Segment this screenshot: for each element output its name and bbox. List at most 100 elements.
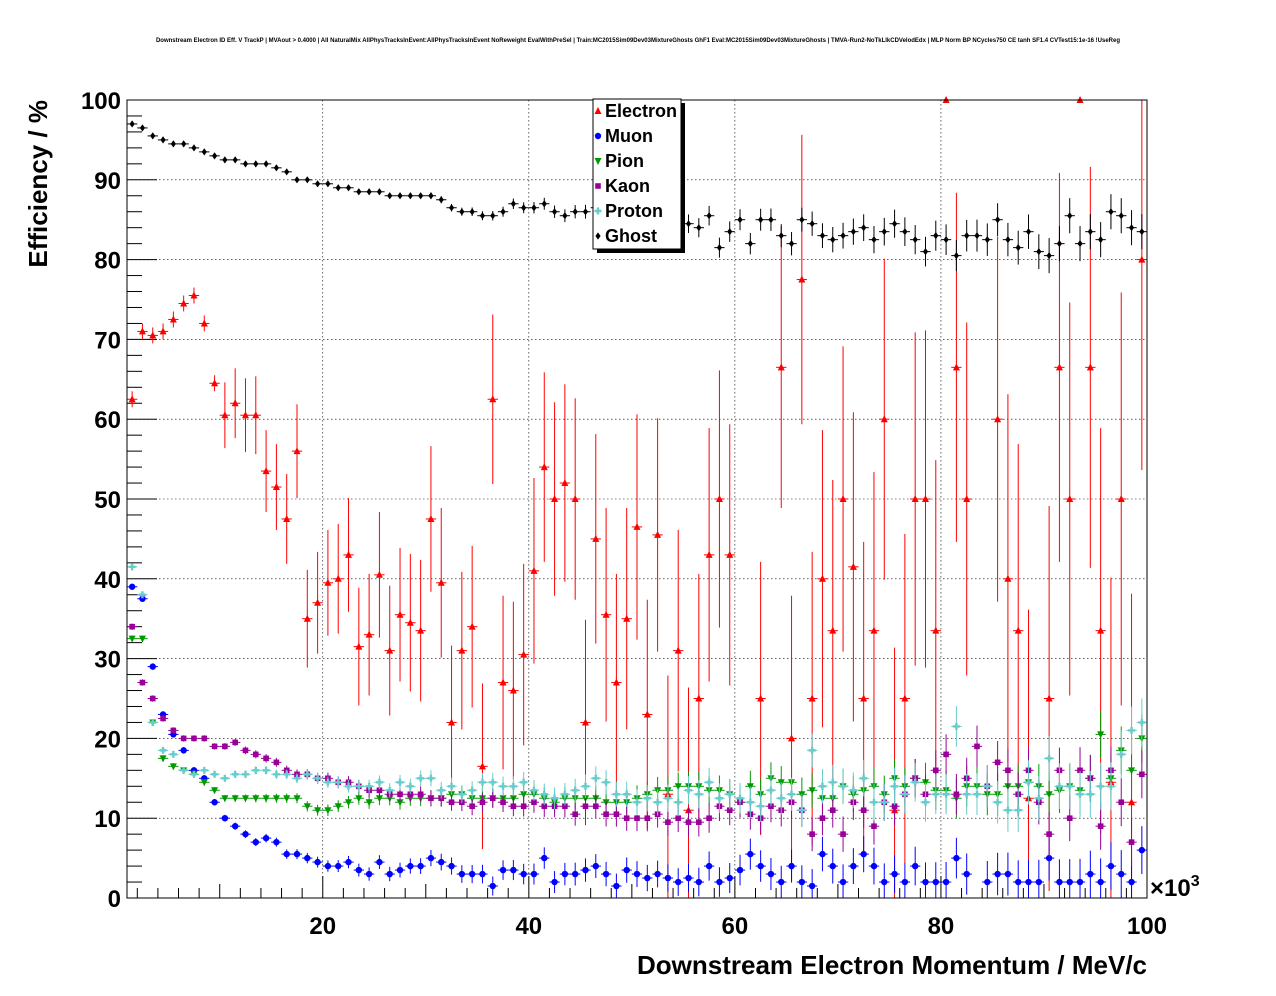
data-point [891, 803, 898, 810]
data-point [181, 140, 187, 148]
data-point [571, 870, 579, 878]
data-point [716, 878, 723, 886]
legend-marker-electron [594, 107, 602, 114]
data-point [1014, 626, 1022, 634]
data-point [572, 208, 578, 216]
y-tick-label: 30 [94, 647, 121, 674]
data-point [974, 232, 980, 240]
data-point [222, 743, 228, 750]
data-point [1097, 626, 1105, 634]
chart-title: Downstream Electron ID Eff. V TrackP | M… [156, 38, 1120, 44]
data-point [675, 815, 682, 821]
data-point [376, 188, 383, 196]
data-point [602, 778, 610, 786]
data-point [407, 791, 414, 798]
data-point [283, 850, 290, 858]
data-point [509, 686, 517, 694]
data-point [654, 870, 661, 878]
data-point [644, 815, 651, 821]
data-point [468, 870, 476, 878]
data-point [1055, 363, 1063, 371]
data-point [190, 291, 198, 299]
data-point [531, 204, 537, 212]
data-point [715, 495, 723, 502]
data-point [211, 787, 219, 795]
data-point [685, 819, 692, 825]
data-point [448, 782, 456, 790]
data-point [921, 798, 929, 806]
data-point [808, 882, 816, 890]
data-point [180, 735, 187, 742]
data-point [818, 782, 826, 790]
data-point [376, 787, 383, 794]
data-point [665, 819, 671, 825]
data-point [881, 878, 888, 886]
data-point [231, 770, 239, 778]
data-point [933, 232, 939, 240]
data-point [1097, 731, 1105, 739]
data-point [263, 755, 269, 762]
data-point [490, 212, 496, 220]
data-point [211, 743, 218, 750]
data-point [747, 850, 754, 858]
axis-ticks: 20 40 60 80 100 0 10 20 30 40 50 60 70 80 90 100 [81, 88, 1167, 940]
data-point [1004, 870, 1012, 878]
data-point [428, 795, 434, 802]
data-point [448, 718, 456, 726]
data-point [1139, 228, 1145, 236]
data-point [1138, 255, 1146, 263]
data-point [943, 751, 949, 758]
data-point [561, 870, 569, 878]
data-point [984, 236, 990, 244]
data-point [901, 878, 909, 886]
data-point [221, 411, 229, 419]
data-point [1045, 694, 1053, 702]
data-point [479, 870, 486, 878]
data-point [407, 192, 413, 200]
data-point [1036, 248, 1042, 256]
data-point [757, 862, 764, 870]
data-point [1055, 782, 1063, 790]
data-point [571, 495, 579, 502]
data-point [1045, 854, 1053, 862]
legend-marker-pion [594, 158, 602, 165]
data-point [582, 803, 589, 810]
data-point [129, 623, 135, 630]
data-point [541, 200, 547, 208]
data-point [1067, 212, 1073, 220]
data-point [1066, 815, 1073, 821]
data-point [365, 870, 373, 878]
data-point [201, 735, 208, 742]
legend: Electron Muon Pion Kaon Proton Ghost [592, 98, 685, 253]
data-point [582, 208, 589, 216]
data-point [798, 275, 806, 283]
data-point [334, 574, 342, 582]
y-tick-label: 50 [94, 487, 121, 514]
data-point [283, 770, 291, 778]
data-point [1046, 252, 1052, 260]
data-point [314, 807, 322, 815]
data-point [242, 747, 249, 754]
data-point [1118, 212, 1124, 220]
data-point [1015, 244, 1021, 252]
data-point [757, 694, 765, 702]
data-point [592, 862, 599, 870]
data-point [582, 866, 589, 874]
data-point [685, 220, 692, 228]
data-point [726, 550, 734, 558]
data-point [170, 727, 177, 734]
data-point [1139, 771, 1145, 778]
data-point [1128, 798, 1136, 806]
data-point [263, 160, 269, 168]
data-point [1045, 791, 1053, 799]
data-point [860, 694, 868, 702]
data-point [221, 774, 229, 782]
data-point [1097, 878, 1104, 886]
data-point [520, 650, 528, 658]
legend-label-muon: Muon [605, 126, 653, 146]
legend-marker-muon [594, 132, 602, 140]
data-point [169, 750, 177, 758]
data-point [314, 858, 321, 866]
y-tick-label: 100 [81, 88, 121, 115]
data-point [849, 786, 857, 794]
